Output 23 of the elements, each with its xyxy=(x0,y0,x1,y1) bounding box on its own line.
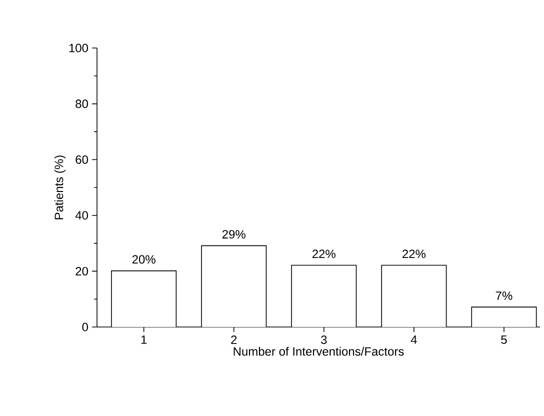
y-tick-label: 0 xyxy=(82,322,88,332)
y-tick-label: 40 xyxy=(75,211,88,220)
data-label: 7% xyxy=(496,292,512,300)
data-label: 22% xyxy=(402,250,426,258)
data-label: 20% xyxy=(132,255,156,264)
y-tick-label: 100 xyxy=(69,44,88,52)
x-tick-label: 4 xyxy=(410,336,417,344)
bar xyxy=(111,270,177,327)
data-label: 22% xyxy=(312,250,336,258)
x-axis-title: Number of Interventions/Factors xyxy=(234,346,404,356)
x-tick-label: 5 xyxy=(501,336,507,344)
y-axis-title: Patients (%) xyxy=(54,156,66,220)
y-tick-label: 60 xyxy=(76,155,88,164)
x-tick-label: 1 xyxy=(141,336,147,344)
bar xyxy=(471,306,537,327)
x-tick-label: 3 xyxy=(321,336,327,344)
bar xyxy=(291,264,357,327)
y-tick-label: 20 xyxy=(76,266,88,276)
x-tick-label: 2 xyxy=(231,336,237,344)
bar xyxy=(201,245,267,327)
y-tick-label: 80 xyxy=(76,100,88,108)
bar xyxy=(381,264,447,327)
data-label: 29% xyxy=(222,230,246,239)
